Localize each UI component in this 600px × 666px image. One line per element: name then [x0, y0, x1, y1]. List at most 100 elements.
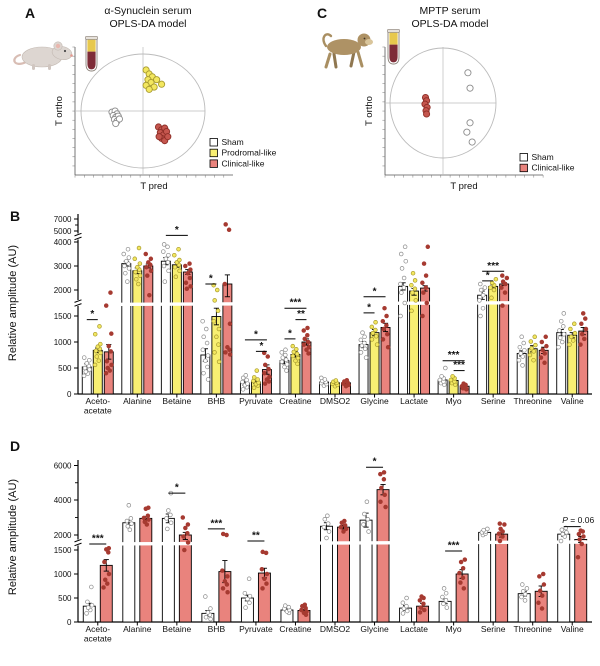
data-point — [166, 268, 171, 274]
significance-stars: *** — [448, 350, 460, 361]
category-label: DMSO2 — [320, 624, 351, 634]
monkey-arm — [349, 50, 356, 68]
data-point — [383, 504, 388, 510]
data-point — [520, 589, 526, 594]
data-point — [284, 368, 289, 373]
data-point — [493, 276, 499, 282]
bar — [161, 517, 175, 623]
y-tick-label: 1000 — [54, 570, 72, 579]
bar — [320, 525, 333, 623]
y-tick-label: 1500 — [54, 546, 72, 555]
data-point — [203, 358, 208, 363]
data-point — [265, 354, 271, 359]
category-label: Valine — [561, 396, 584, 406]
significance-stars: * — [175, 483, 179, 494]
data-point — [382, 305, 387, 311]
data-point — [497, 538, 503, 544]
data-point — [364, 499, 370, 505]
legend-label: Clinical-like — [222, 158, 265, 168]
data-point — [531, 357, 536, 363]
data-point — [225, 574, 230, 579]
data-point — [208, 616, 213, 622]
data-point — [216, 342, 221, 347]
data-point — [538, 355, 544, 360]
data-point — [85, 599, 90, 605]
panel-title: MPTP serum — [419, 5, 480, 17]
data-point — [412, 286, 418, 292]
data-point — [92, 331, 98, 337]
panel-b: B Relative amplitude (AU) 0 500 1000 1500 2000… — [7, 208, 592, 416]
bar — [495, 533, 509, 623]
data-point — [187, 275, 193, 281]
data-point — [153, 76, 161, 84]
data-point — [404, 595, 409, 601]
data-point — [417, 598, 423, 603]
data-point — [82, 365, 88, 371]
bar — [574, 539, 588, 623]
data-point — [260, 549, 265, 555]
category-label: Creatine — [279, 624, 311, 634]
significance-stars: ** — [252, 531, 260, 542]
data-point — [163, 256, 169, 262]
data-point — [497, 521, 503, 526]
data-point — [581, 534, 586, 539]
bar — [478, 531, 492, 623]
data-point — [537, 574, 542, 579]
data-point — [360, 330, 365, 335]
data-point — [180, 515, 186, 520]
data-point — [85, 605, 91, 610]
data-point — [539, 606, 545, 611]
monkey-muzzle — [365, 39, 373, 45]
data-points — [84, 470, 586, 622]
x-axis-label: T pred — [450, 181, 477, 192]
data-point — [124, 258, 129, 264]
data-point — [402, 244, 408, 250]
data-point — [220, 568, 225, 573]
category-label: Aceto- — [85, 624, 110, 634]
data-point — [457, 570, 462, 576]
category-label: BHB — [208, 396, 226, 406]
axis-break-gap — [76, 539, 81, 546]
axis-break-band — [79, 540, 592, 546]
data-point — [583, 326, 589, 332]
data-point — [172, 252, 177, 258]
data-point — [461, 586, 467, 591]
tube-serum-layer — [87, 39, 96, 52]
data-point — [567, 342, 572, 347]
data-point — [466, 84, 474, 92]
data-point — [560, 531, 565, 537]
rat-nose — [70, 54, 73, 57]
data-point — [489, 295, 494, 301]
data-point — [262, 362, 268, 368]
data-point — [133, 269, 138, 275]
y-tick-label: 7000 — [54, 215, 72, 224]
data-point — [223, 350, 228, 355]
data-point — [214, 334, 219, 340]
data-point — [203, 614, 209, 620]
data-point — [83, 369, 88, 374]
category-label: Lactate — [400, 396, 428, 406]
data-point — [417, 610, 423, 615]
data-point — [283, 603, 288, 608]
data-point — [225, 589, 230, 595]
data-point — [124, 518, 130, 524]
y-tick-label: 0 — [67, 390, 72, 399]
x-axis-label: T pred — [140, 181, 167, 192]
category-label: Aceto- — [85, 396, 110, 406]
data-point — [148, 268, 154, 274]
data-point — [542, 360, 547, 366]
data-point — [181, 534, 186, 539]
data-point — [222, 578, 228, 584]
data-point — [304, 347, 309, 353]
significance-stars: *** — [487, 261, 499, 272]
data-point — [214, 287, 220, 293]
data-point — [500, 279, 506, 284]
data-point — [380, 318, 386, 324]
data-point — [400, 600, 406, 606]
data-point — [104, 358, 110, 364]
data-point — [127, 527, 133, 532]
data-point — [522, 348, 527, 353]
data-point — [410, 290, 415, 295]
data-point — [106, 545, 112, 551]
bar — [499, 283, 510, 395]
